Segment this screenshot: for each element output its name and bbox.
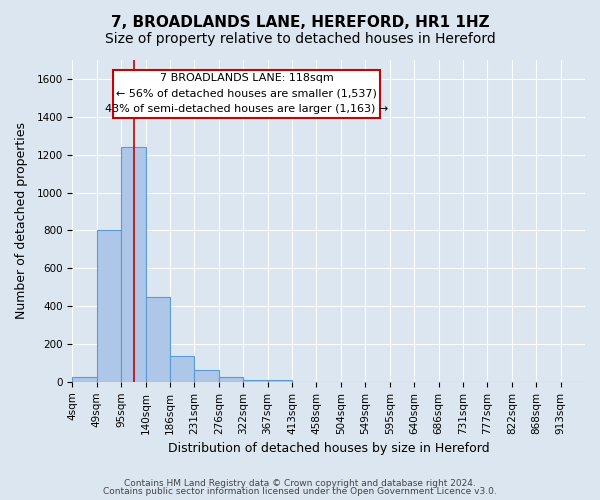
Bar bbox=[97, 230, 121, 382]
Bar bbox=[243, 380, 268, 382]
Bar bbox=[146, 296, 170, 382]
Bar bbox=[170, 356, 194, 382]
Bar bbox=[194, 370, 219, 382]
Text: Contains public sector information licensed under the Open Government Licence v3: Contains public sector information licen… bbox=[103, 487, 497, 496]
Text: 7 BROADLANDS LANE: 118sqm
← 56% of detached houses are smaller (1,537)
43% of se: 7 BROADLANDS LANE: 118sqm ← 56% of detac… bbox=[105, 73, 388, 114]
Bar bbox=[219, 377, 243, 382]
Bar bbox=[268, 380, 292, 382]
FancyBboxPatch shape bbox=[113, 70, 380, 118]
Y-axis label: Number of detached properties: Number of detached properties bbox=[15, 122, 28, 320]
X-axis label: Distribution of detached houses by size in Hereford: Distribution of detached houses by size … bbox=[168, 442, 490, 455]
Text: Size of property relative to detached houses in Hereford: Size of property relative to detached ho… bbox=[104, 32, 496, 46]
Bar bbox=[121, 147, 146, 382]
Bar bbox=[73, 377, 97, 382]
Text: Contains HM Land Registry data © Crown copyright and database right 2024.: Contains HM Land Registry data © Crown c… bbox=[124, 478, 476, 488]
Text: 7, BROADLANDS LANE, HEREFORD, HR1 1HZ: 7, BROADLANDS LANE, HEREFORD, HR1 1HZ bbox=[110, 15, 490, 30]
